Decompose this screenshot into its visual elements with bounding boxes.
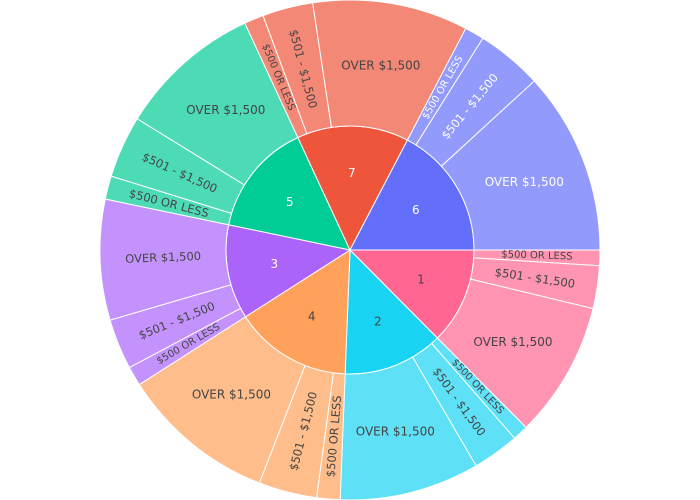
inner-label-2: 2 [374,315,382,329]
outer-ring [99,0,601,500]
outer-label-4-over-1-500: OVER $1,500 [192,388,271,402]
outer-label-7-over-1-500: OVER $1,500 [341,59,420,73]
outer-label-3-over-1-500: OVER $1,500 [125,249,201,266]
inner-ring [225,125,475,375]
inner-label-6: 6 [412,203,420,217]
outer-label-1-over-1-500: OVER $1,500 [473,335,552,349]
inner-label-1: 1 [417,273,425,287]
outer-segment-6-over-1-500[interactable] [440,80,601,251]
inner-label-5: 5 [286,195,294,209]
outer-label-6-over-1-500: OVER $1,500 [485,175,564,189]
inner-label-4: 4 [308,310,316,324]
outer-label-2-over-1-500: OVER $1,500 [356,424,435,438]
outer-label-5-over-1-500: OVER $1,500 [186,103,265,117]
outer-label-1-500-or-less: $500 OR LESS [501,249,573,262]
inner-label-7: 7 [348,166,356,180]
inner-label-3: 3 [271,257,279,271]
